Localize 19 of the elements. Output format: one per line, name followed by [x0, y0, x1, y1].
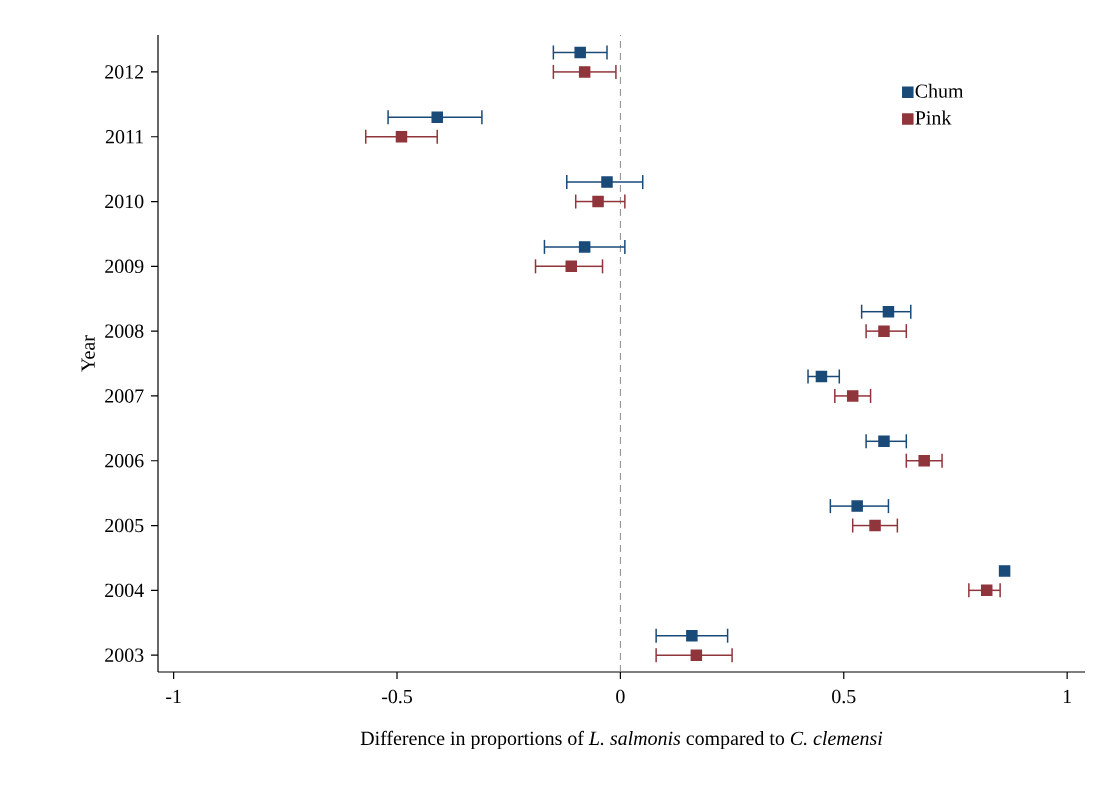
y-tick-label: 2005: [105, 518, 144, 533]
y-tick-label: 2007: [105, 389, 144, 403]
y-tick-label: 2006: [105, 454, 144, 468]
x-tick-label: 0: [616, 689, 625, 704]
x-tick-label: -0.5: [381, 689, 413, 704]
y-tick-label: 2008: [105, 324, 144, 338]
y-axis-title: Year: [81, 335, 95, 372]
legend-label: Chum: [915, 83, 964, 98]
y-tick-label: 2012: [105, 65, 144, 79]
y-tick-label: 2010: [105, 194, 144, 209]
x-axis-title: Difference in proportions of L. salmonis compared to C. clemensi: [360, 730, 883, 750]
x-tick-label: 1: [1063, 689, 1071, 703]
legend-label: Pink: [915, 110, 952, 125]
y-tick-label: 2004: [105, 583, 144, 598]
y-tick-label: 2011: [105, 130, 143, 144]
y-tick-label: 2009: [105, 259, 144, 274]
x-tick-label: 0.5: [832, 689, 856, 704]
y-tick-label: 2003: [105, 648, 144, 662]
x-tick-label: -1: [166, 689, 181, 703]
